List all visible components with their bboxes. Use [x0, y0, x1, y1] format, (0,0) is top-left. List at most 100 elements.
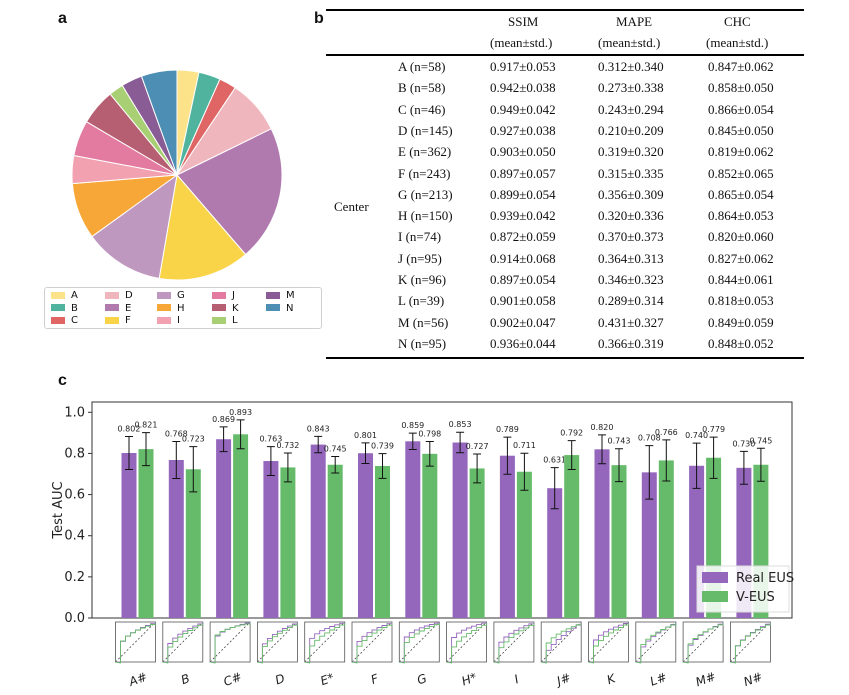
table-cell-center: M (n=56): [398, 314, 449, 330]
error-bar: [219, 426, 228, 453]
roc-thumbnail: [635, 621, 677, 664]
legend-item-b: B: [51, 303, 78, 314]
table-cell-center: L (n=39): [398, 293, 445, 309]
error-bar: [331, 456, 340, 474]
col-header-ssim: SSIM: [508, 14, 539, 29]
table-cell-mape: 0.319±0.320: [598, 144, 664, 160]
error-bar: [503, 436, 512, 475]
roc-thumbnail: [540, 621, 582, 664]
bar-real-eus-l: [641, 472, 657, 618]
roc-thumbnail: [446, 621, 488, 664]
error-bar: [189, 446, 198, 493]
bar-value-label: 0.763: [259, 435, 282, 444]
table-cell-center: A (n=58): [398, 59, 446, 74]
y-tick-label: 0.2: [64, 570, 85, 585]
x-tick-label: B: [179, 671, 192, 687]
legend-item-j: J: [212, 290, 235, 301]
error-bar: [125, 436, 133, 470]
legend-swatch: [157, 291, 171, 299]
error-bar: [756, 447, 765, 482]
error-bar: [456, 431, 465, 454]
table-cell-mape: 0.243±0.294: [598, 101, 664, 117]
error-bar: [408, 432, 417, 451]
plot-frame: [91, 401, 793, 619]
error-bar: [361, 442, 370, 465]
bar-value-label: 0.801: [354, 431, 377, 440]
x-tick-label: E*: [319, 670, 337, 688]
bar-value-label: 0.732: [276, 441, 299, 450]
bar-value-label: 0.789: [496, 425, 519, 434]
subheader-mape: (mean±std.): [598, 35, 661, 50]
x-tick-label: K: [605, 671, 618, 687]
col-header-chc: CHC: [724, 14, 751, 29]
y-axis-label: Test AUC: [51, 481, 66, 539]
table-cell-mape: 0.312±0.340: [598, 59, 664, 74]
legend-item-m: M: [266, 290, 295, 301]
bar-legend: Real EUS V-EUS: [696, 565, 794, 613]
table-cell-center: H (n=150): [398, 208, 453, 224]
table-cell-mape: 0.273±0.338: [598, 80, 664, 96]
pie-chart: [71, 69, 283, 281]
panel-label-a: a: [58, 10, 67, 27]
table-cell-ssim: 0.914±0.068: [490, 250, 556, 266]
legend-item-l: L: [212, 315, 238, 326]
bar-v-eus-f: [375, 465, 390, 618]
subheader-ssim: (mean±std.): [490, 35, 553, 50]
legend-label: E: [125, 302, 132, 314]
table-cell-ssim: 0.897±0.057: [490, 165, 556, 181]
error-bar: [520, 452, 529, 491]
table-cell-chc: 0.845±0.050: [708, 122, 774, 138]
bar-value-label: 0.820: [591, 423, 614, 432]
legend-label: N: [286, 302, 294, 314]
legend-label: L: [232, 315, 238, 326]
bar-value-label: 0.802: [118, 425, 141, 434]
bar-value-label: 0.766: [655, 428, 678, 437]
x-tick-label: I: [512, 672, 521, 687]
pie-slice-g: [91, 173, 178, 280]
error-bar: [709, 436, 718, 479]
bar-value-label: 0.711: [513, 441, 536, 450]
legend-label: F: [125, 315, 131, 326]
error-bar: [473, 453, 482, 484]
x-tick-label: J#: [553, 670, 572, 688]
table-cell-center: E (n=362): [398, 144, 452, 160]
y-tick-label: 0.0: [64, 611, 85, 626]
bar-value-label: 0.727: [466, 442, 489, 451]
legend-label: G: [177, 290, 185, 301]
table-cell-mape: 0.431±0.327: [598, 314, 664, 330]
table-cell-chc: 0.848±0.052: [708, 335, 774, 351]
bar-value-label: 0.798: [418, 429, 441, 438]
legend-swatch: [702, 591, 728, 602]
legend-swatch: [51, 304, 65, 311]
table-cell-mape: 0.356±0.309: [598, 186, 664, 202]
y-tick-label: 1.0: [64, 405, 85, 420]
legend-label: K: [232, 302, 239, 314]
bar-value-label: 0.843: [307, 424, 330, 433]
bar-real-eus-e: [310, 444, 326, 618]
table-cell-ssim: 0.939±0.042: [490, 208, 556, 224]
legend-label: B: [71, 302, 78, 314]
legend-item-k: K: [212, 303, 239, 314]
legend-swatch: [212, 304, 226, 311]
table-cell-mape: 0.370±0.373: [598, 229, 664, 245]
bar-v-eus-e: [327, 464, 343, 618]
bar-value-label: 0.893: [229, 408, 252, 417]
x-tick-label: F: [369, 671, 381, 687]
legend-swatch: [51, 316, 65, 324]
error-bar: [645, 445, 654, 500]
pie-slice-e: [176, 128, 283, 256]
x-tick-label: G: [415, 671, 429, 687]
table-bottom-rule: [326, 357, 804, 359]
x-tick-label: L#: [648, 670, 669, 689]
bar-real-eus-h: [452, 442, 468, 618]
roc-thumbnail: [398, 621, 440, 664]
error-bar: [739, 450, 748, 485]
y-tick-label: 0.8: [64, 446, 85, 461]
roc-thumbnail: [730, 621, 771, 664]
bar-real-eus-a: [121, 453, 137, 618]
error-bar: [615, 448, 623, 483]
legend-swatch: [266, 304, 280, 311]
panel-label-c: c: [58, 372, 67, 389]
roc-thumbnail: [682, 621, 724, 664]
